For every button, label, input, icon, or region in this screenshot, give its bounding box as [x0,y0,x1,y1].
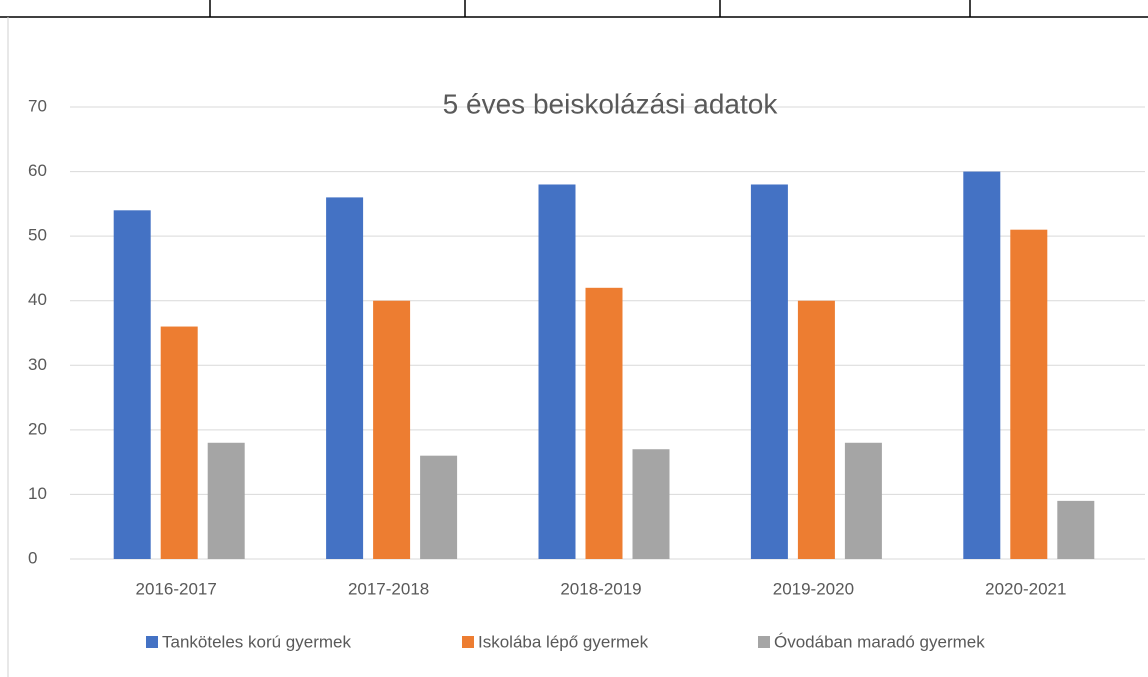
x-tick-label: 2019-2020 [773,579,854,598]
bar [326,197,364,559]
bar [1057,500,1095,559]
bar [207,442,245,559]
chart-title: 5 éves beiskolázási adatok [443,88,779,119]
y-tick-label: 50 [28,226,47,245]
legend-label: Tanköteles korú gyermek [162,632,351,651]
y-tick-label: 40 [28,290,47,309]
x-tick-label: 2018-2019 [560,579,641,598]
x-tick-label: 2016-2017 [136,579,217,598]
legend-swatch [758,636,770,648]
y-tick-label: 0 [28,548,37,567]
bar [113,210,151,560]
bar [1010,229,1048,559]
bar [797,300,835,559]
y-tick-label: 60 [28,161,47,180]
bar [963,171,1001,560]
bar [750,184,788,559]
bar [160,326,198,559]
y-tick-label: 30 [28,355,47,374]
bar [632,449,670,559]
legend-label: Iskolába lépő gyermek [478,632,649,651]
y-tick-label: 70 [28,96,47,115]
legend-swatch [462,636,474,648]
bar [373,300,411,559]
x-tick-label: 2020-2021 [985,579,1066,598]
bar [585,287,623,559]
y-tick-label: 10 [28,484,47,503]
bar [844,442,882,559]
y-tick-label: 20 [28,419,47,438]
x-tick-label: 2017-2018 [348,579,429,598]
bar [420,455,458,559]
legend-swatch [146,636,158,648]
legend-label: Óvodában maradó gyermek [774,632,985,651]
bar [538,184,576,559]
